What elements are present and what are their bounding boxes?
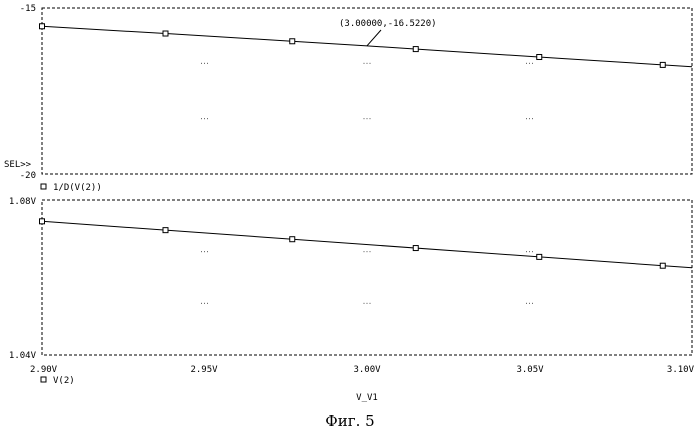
grid-dot [367, 303, 368, 304]
grid-dot [532, 251, 533, 252]
data-marker [537, 254, 542, 259]
grid-dot [207, 303, 208, 304]
upper-y-tick-top: -15 [20, 4, 36, 14]
grid-dot [204, 303, 205, 304]
data-marker [290, 237, 295, 242]
data-marker [413, 47, 418, 52]
grid-dot [364, 251, 365, 252]
grid-dot [529, 118, 530, 119]
data-marker [413, 246, 418, 251]
grid-dot [370, 118, 371, 119]
selected-plot-indicator[interactable]: SEL>> [4, 160, 32, 170]
upper-plot: (3.00000,-16.5220) -15 -20 SEL>> 1/D(V(2… [4, 4, 692, 193]
lower-legend-label: V(2) [53, 376, 75, 386]
data-marker [290, 39, 295, 44]
lower-legend-marker [41, 377, 46, 382]
grid-dot [529, 303, 530, 304]
grid-dot [532, 118, 533, 119]
grid-dot [204, 63, 205, 64]
grid-dot [207, 118, 208, 119]
grid-dot [364, 63, 365, 64]
data-marker [163, 31, 168, 36]
grid-dot [201, 118, 202, 119]
grid-dot [367, 251, 368, 252]
cursor-leader-line [367, 30, 381, 46]
upper-legend-marker [41, 184, 46, 189]
figure-caption: Фиг. 5 [325, 412, 374, 430]
upper-y-tick-bottom: -20 [20, 171, 36, 181]
grid-dot [364, 303, 365, 304]
grid-dot [370, 303, 371, 304]
x-tick-label: 2.90V [30, 365, 58, 375]
x-tick-label: 2.95V [190, 365, 218, 375]
grid-dot [201, 63, 202, 64]
lower-plot: 1.08V 1.04V 2.90V 2.95V 3.00V 3.05V 3.10… [9, 197, 695, 403]
lower-plot-frame [42, 200, 692, 355]
grid-dot [201, 251, 202, 252]
upper-plot-frame [42, 8, 692, 174]
grid-dot [526, 303, 527, 304]
grid-dot [526, 251, 527, 252]
data-marker [660, 263, 665, 268]
grid-dot [529, 251, 530, 252]
lower-series-line [42, 221, 692, 268]
x-axis-title: V_V1 [356, 393, 378, 403]
upper-grid [201, 63, 533, 119]
lower-y-tick-top: 1.08V [9, 197, 37, 207]
grid-dot [370, 63, 371, 64]
grid-dot [526, 118, 527, 119]
upper-legend-label: 1/D(V(2)) [53, 183, 102, 193]
data-marker [40, 24, 45, 29]
grid-dot [370, 251, 371, 252]
x-tick-label: 3.10V [667, 365, 695, 375]
grid-dot [207, 63, 208, 64]
data-marker [163, 228, 168, 233]
grid-dot [201, 303, 202, 304]
upper-series-markers [40, 24, 666, 68]
grid-dot [367, 63, 368, 64]
data-marker [660, 62, 665, 67]
grid-dot [204, 118, 205, 119]
grid-dot [526, 63, 527, 64]
x-tick-label: 3.00V [353, 365, 381, 375]
cursor-annotation: (3.00000,-16.5220) [339, 19, 437, 29]
data-marker [537, 55, 542, 60]
lower-grid [201, 251, 533, 304]
grid-dot [367, 118, 368, 119]
data-marker [40, 219, 45, 224]
grid-dot [529, 63, 530, 64]
grid-dot [204, 251, 205, 252]
grid-dot [532, 303, 533, 304]
upper-series-line [42, 26, 692, 67]
lower-y-tick-bottom: 1.04V [9, 351, 37, 361]
grid-dot [532, 63, 533, 64]
grid-dot [207, 251, 208, 252]
x-tick-label: 3.05V [516, 365, 544, 375]
grid-dot [364, 118, 365, 119]
